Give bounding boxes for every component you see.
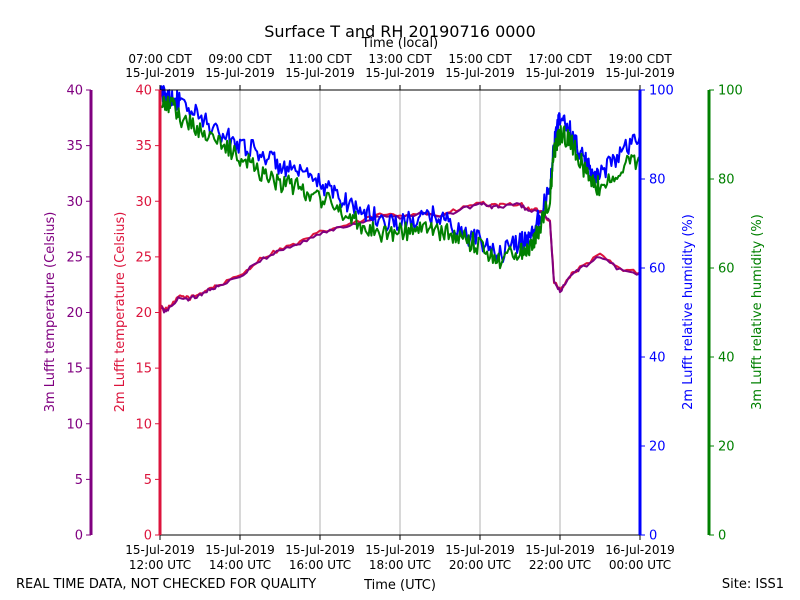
x-tick-label-local-date: 15-Jul-2019 <box>125 66 195 80</box>
x-tick-label-utc-time: 14:00 UTC <box>209 558 271 572</box>
rh3m-tick-label: 60 <box>718 262 735 277</box>
x-tick-label-local-time: 17:00 CDT <box>528 52 592 66</box>
temp2m-tick-label: 20 <box>135 306 152 321</box>
rh3m-tick-label: 100 <box>718 84 743 99</box>
x-tick-label-local-date: 15-Jul-2019 <box>285 66 355 80</box>
rh2m-tick-label: 100 <box>649 84 674 99</box>
x-tick-label-utc-time: 20:00 UTC <box>449 558 511 572</box>
temp2m-tick-label: 0 <box>144 529 152 544</box>
temp2m-tick-label: 35 <box>135 139 152 154</box>
temp3m-tick-label: 5 <box>75 473 83 488</box>
x-tick-label-local-date: 15-Jul-2019 <box>445 66 515 80</box>
rh3m-axis-label: 3m Lufft relative humidity (%) <box>750 214 765 410</box>
rh2m-tick-label: 0 <box>649 529 657 544</box>
temp3m-tick-label: 25 <box>66 250 83 265</box>
x-tick-label-local-time: 15:00 CDT <box>448 52 512 66</box>
temp2m-tick-label: 15 <box>135 362 152 377</box>
temp2m-tick-label: 30 <box>135 195 152 210</box>
x-tick-label-utc-date: 16-Jul-2019 <box>605 543 675 557</box>
temp3m-tick-label: 15 <box>66 362 83 377</box>
x-tick-label-local-time: 07:00 CDT <box>128 52 192 66</box>
rh3m-tick-label: 80 <box>718 173 735 188</box>
x-tick-label-utc-date: 15-Jul-2019 <box>125 543 195 557</box>
temp3m-axis-label: 3m Lufft temperature (Celsius) <box>43 212 58 413</box>
rh2m-axis-label: 2m Lufft relative humidity (%) <box>681 214 696 410</box>
x-tick-label-utc-time: 18:00 UTC <box>369 558 431 572</box>
x-tick-label-local-date: 15-Jul-2019 <box>525 66 595 80</box>
temp3m-tick-label: 40 <box>66 84 83 99</box>
top-x-axis-label: Time (local) <box>361 36 438 51</box>
temp3m-tick-label: 35 <box>66 139 83 154</box>
vertical-grid <box>239 90 561 535</box>
temp2m-axis-label: 2m Lufft temperature (Celsius) <box>113 212 128 413</box>
temp2m-tick-label: 10 <box>135 417 152 432</box>
series-line-2m-lufft-relative-humidity <box>159 85 641 263</box>
quality-disclaimer: REAL TIME DATA, NOT CHECKED FOR QUALITY <box>16 577 316 592</box>
chart-title: Surface T and RH 20190716 0000 <box>264 22 536 41</box>
temp3m-tick-label: 30 <box>66 195 83 210</box>
x-tick-label-local-date: 15-Jul-2019 <box>605 66 675 80</box>
x-tick-label-local-time: 19:00 CDT <box>608 52 672 66</box>
temp3m-tick-label: 20 <box>66 306 83 321</box>
temp2m-tick-label: 40 <box>135 84 152 99</box>
x-tick-label-utc-time: 16:00 UTC <box>289 558 351 572</box>
x-tick-label-utc-date: 15-Jul-2019 <box>365 543 435 557</box>
x-tick-label-utc-time: 12:00 UTC <box>129 558 191 572</box>
rh3m-tick-label: 0 <box>718 529 726 544</box>
rh2m-tick-label: 80 <box>649 173 666 188</box>
site-label: Site: ISS1 <box>722 577 784 592</box>
rh2m-tick-label: 40 <box>649 351 666 366</box>
x-tick-label-utc-date: 15-Jul-2019 <box>285 543 355 557</box>
x-tick-label-local-time: 09:00 CDT <box>208 52 272 66</box>
x-tick-label-local-date: 15-Jul-2019 <box>205 66 275 80</box>
x-tick-label-utc-time: 22:00 UTC <box>529 558 591 572</box>
plot-series <box>159 85 641 314</box>
x-tick-label-local-time: 11:00 CDT <box>288 52 352 66</box>
x-tick-label-utc-date: 15-Jul-2019 <box>525 543 595 557</box>
x-tick-label-local-date: 15-Jul-2019 <box>365 66 435 80</box>
x-tick-label-local-time: 13:00 CDT <box>368 52 432 66</box>
series-line-3m-lufft-relative-humidity <box>159 95 641 270</box>
rh3m-tick-label: 20 <box>718 440 735 455</box>
x-tick-label-utc-date: 15-Jul-2019 <box>205 543 275 557</box>
rh2m-tick-label: 60 <box>649 262 666 277</box>
rh3m-tick-label: 40 <box>718 351 735 366</box>
bottom-x-axis-label: Time (UTC) <box>363 578 436 593</box>
x-tick-label-utc-time: 00:00 UTC <box>609 558 671 572</box>
rh2m-tick-label: 20 <box>649 440 666 455</box>
temp2m-tick-label: 25 <box>135 250 152 265</box>
temp3m-tick-label: 0 <box>75 529 83 544</box>
x-tick-label-utc-date: 15-Jul-2019 <box>445 543 515 557</box>
temp2m-tick-label: 5 <box>144 473 152 488</box>
temp3m-tick-label: 10 <box>66 417 83 432</box>
